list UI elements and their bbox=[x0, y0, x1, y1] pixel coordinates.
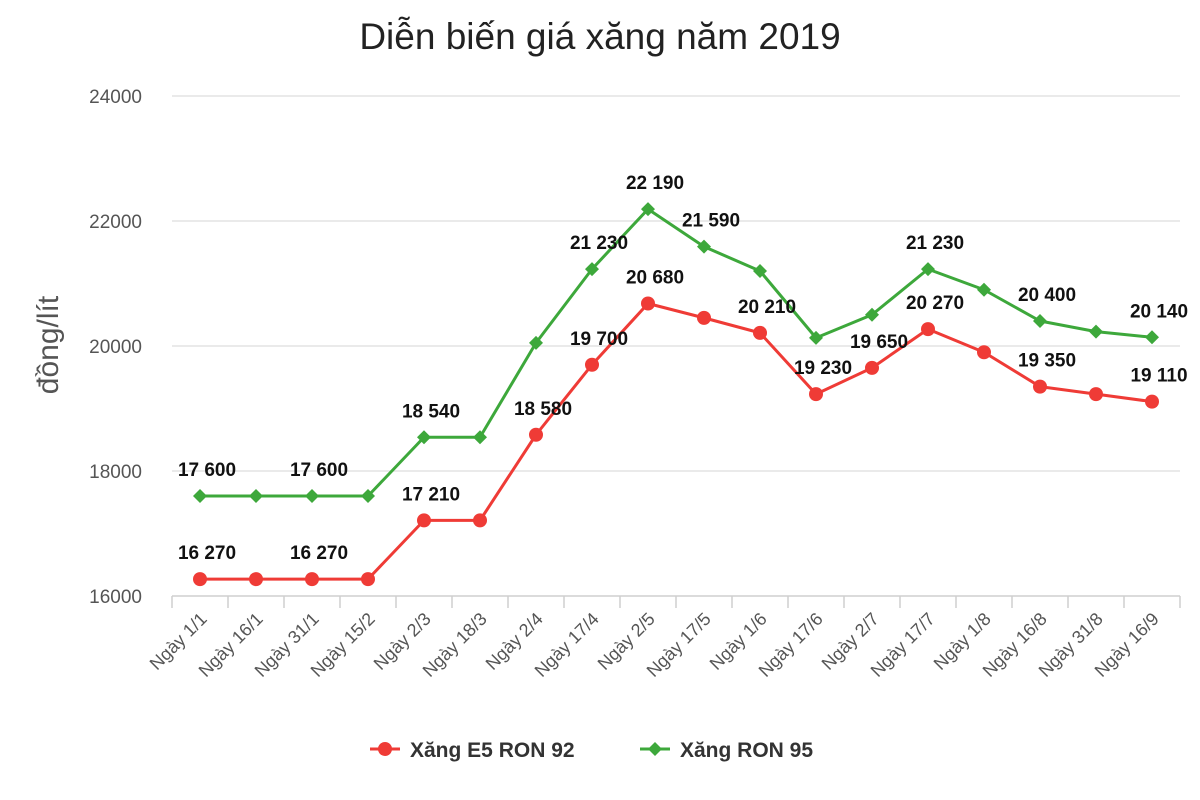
y-axis-label: đồng/lít bbox=[32, 295, 65, 394]
data-point-marker bbox=[249, 489, 263, 503]
data-label: 20 680 bbox=[626, 268, 684, 289]
data-point-marker bbox=[1089, 387, 1103, 402]
data-label: 20 140 bbox=[1130, 301, 1188, 322]
data-point-marker bbox=[473, 513, 487, 528]
data-point-marker bbox=[529, 335, 543, 350]
series-line-2 bbox=[200, 207, 1153, 498]
y-tick-label: 22000 bbox=[89, 212, 142, 233]
data-point-marker bbox=[753, 264, 767, 278]
series-lines bbox=[200, 207, 1153, 581]
data-label: 21 590 bbox=[682, 211, 740, 232]
data-point-marker bbox=[1145, 330, 1159, 345]
data-labels: 16 270 16 270 17 210 18 580 19 700 20 680 20 2… bbox=[178, 173, 1188, 564]
data-label: 17 210 bbox=[402, 484, 460, 505]
data-label: 20 270 bbox=[906, 293, 964, 314]
data-label: 17 600 bbox=[178, 460, 236, 481]
data-label: 16 270 bbox=[178, 543, 236, 564]
data-label: 18 580 bbox=[514, 399, 572, 420]
data-point-marker bbox=[753, 325, 767, 340]
series-line-1 bbox=[200, 302, 1153, 581]
data-label: 17 600 bbox=[290, 460, 348, 481]
y-tick-label: 24000 bbox=[89, 87, 142, 108]
data-point-marker bbox=[1033, 314, 1047, 328]
data-label: 19 650 bbox=[850, 332, 908, 353]
data-point-marker bbox=[641, 296, 655, 311]
legend-marker bbox=[378, 742, 392, 756]
data-point-marker bbox=[977, 282, 991, 297]
data-point-marker bbox=[809, 387, 823, 402]
data-point-marker bbox=[361, 572, 375, 587]
legend-item-2[interactable]: Xăng RON 95 bbox=[640, 739, 813, 762]
data-point-marker bbox=[641, 202, 655, 217]
data-point-marker bbox=[809, 330, 823, 345]
data-point-marker bbox=[977, 345, 991, 360]
data-point-marker bbox=[921, 322, 935, 337]
data-point-marker bbox=[865, 307, 879, 322]
data-point-marker bbox=[193, 572, 207, 587]
data-point-marker bbox=[585, 262, 599, 277]
data-point-marker bbox=[417, 430, 431, 445]
data-point-marker bbox=[417, 513, 431, 528]
data-label: 19 110 bbox=[1130, 366, 1187, 387]
data-point-marker bbox=[529, 427, 543, 442]
data-label: 22 190 bbox=[626, 173, 684, 194]
data-point-marker bbox=[249, 572, 263, 587]
x-axis bbox=[171, 595, 1181, 608]
data-point-marker bbox=[305, 572, 319, 587]
data-point-marker bbox=[697, 310, 711, 325]
legend[interactable]: Xăng E5 RON 92 Xăng RON 95 bbox=[370, 739, 813, 762]
data-point-marker bbox=[305, 489, 319, 503]
data-label: 16 270 bbox=[290, 543, 348, 564]
chart-title: Diễn biến giá xăng năm 2019 bbox=[359, 16, 840, 57]
series-markers bbox=[193, 202, 1159, 587]
data-label: 21 230 bbox=[570, 233, 628, 254]
data-label: 20 400 bbox=[1018, 285, 1076, 306]
legend-label: Xăng RON 95 bbox=[680, 739, 813, 762]
data-point-marker bbox=[193, 489, 207, 503]
legend-item-1[interactable]: Xăng E5 RON 92 bbox=[370, 739, 575, 762]
y-tick-label: 18000 bbox=[89, 462, 142, 483]
y-tick-label: 16000 bbox=[89, 587, 142, 608]
data-point-marker bbox=[361, 489, 375, 503]
y-tick-label: 20000 bbox=[89, 337, 142, 358]
data-label: 19 700 bbox=[570, 329, 628, 350]
y-axis-ticks: 16000 18000 20000 22000 24000 bbox=[89, 87, 142, 608]
data-point-marker bbox=[473, 430, 487, 445]
data-point-marker bbox=[865, 360, 879, 375]
gridlines bbox=[172, 95, 1180, 472]
data-point-marker bbox=[1033, 379, 1047, 394]
legend-label: Xăng E5 RON 92 bbox=[410, 739, 575, 762]
data-point-marker bbox=[697, 239, 711, 254]
data-point-marker bbox=[921, 262, 935, 277]
legend-marker bbox=[648, 742, 662, 756]
data-label: 19 230 bbox=[794, 358, 852, 379]
data-point-marker bbox=[1089, 324, 1103, 339]
data-point-marker bbox=[1145, 394, 1159, 409]
data-label: 19 350 bbox=[1018, 351, 1076, 372]
data-label: 21 230 bbox=[906, 233, 964, 254]
data-point-marker bbox=[585, 357, 599, 372]
data-label: 18 540 bbox=[402, 401, 460, 422]
data-label: 20 210 bbox=[738, 297, 796, 318]
